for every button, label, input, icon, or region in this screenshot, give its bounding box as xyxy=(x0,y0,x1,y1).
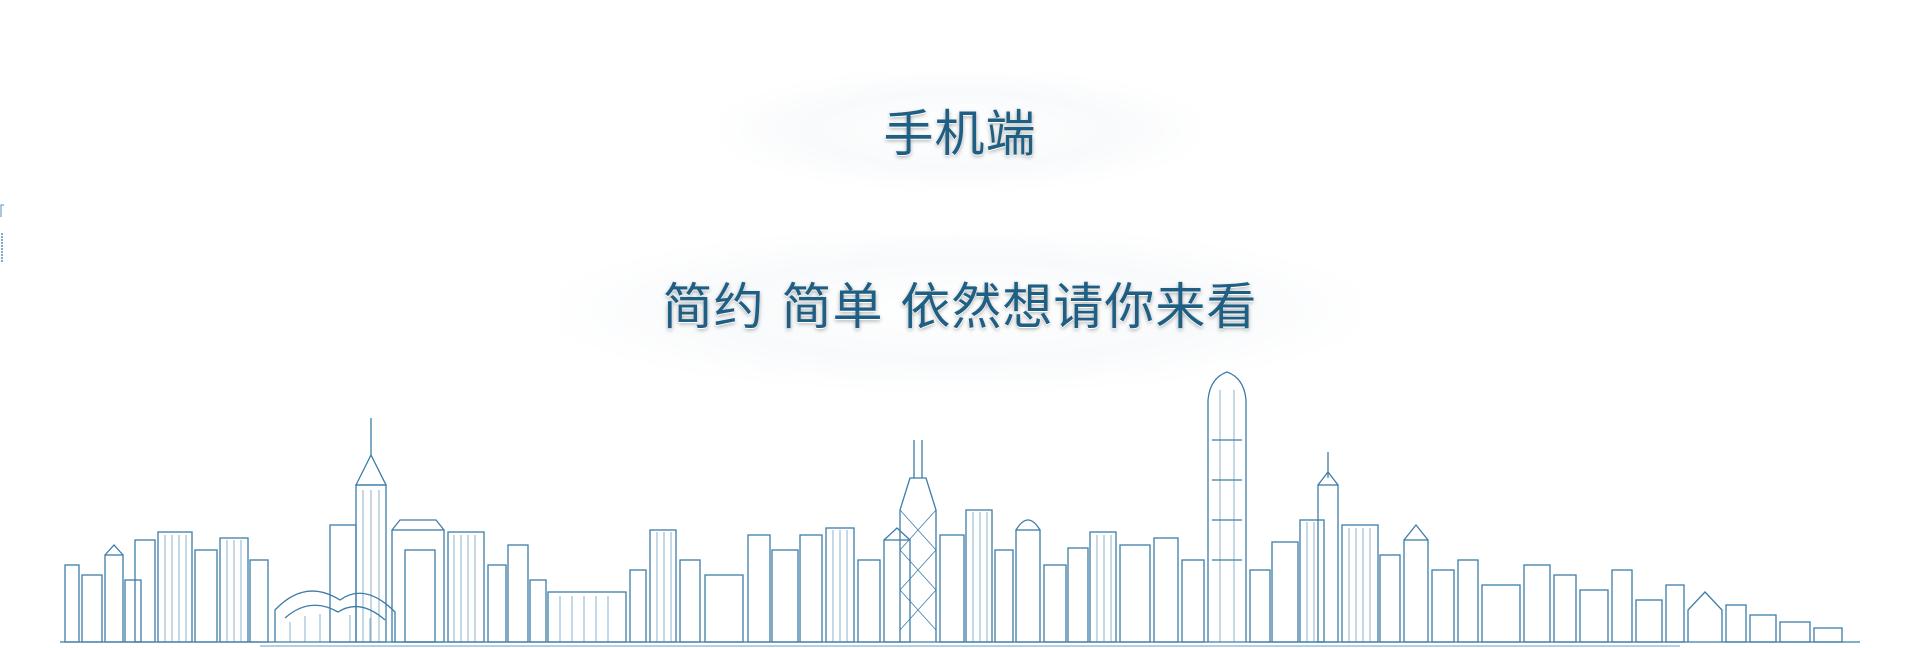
left-edge-bracket-icon xyxy=(0,204,4,263)
city-skyline-icon xyxy=(60,371,1860,647)
banner-subtitle: 简约 简单 依然想请你来看 xyxy=(662,278,1258,336)
banner-title: 手机端 xyxy=(883,105,1037,163)
